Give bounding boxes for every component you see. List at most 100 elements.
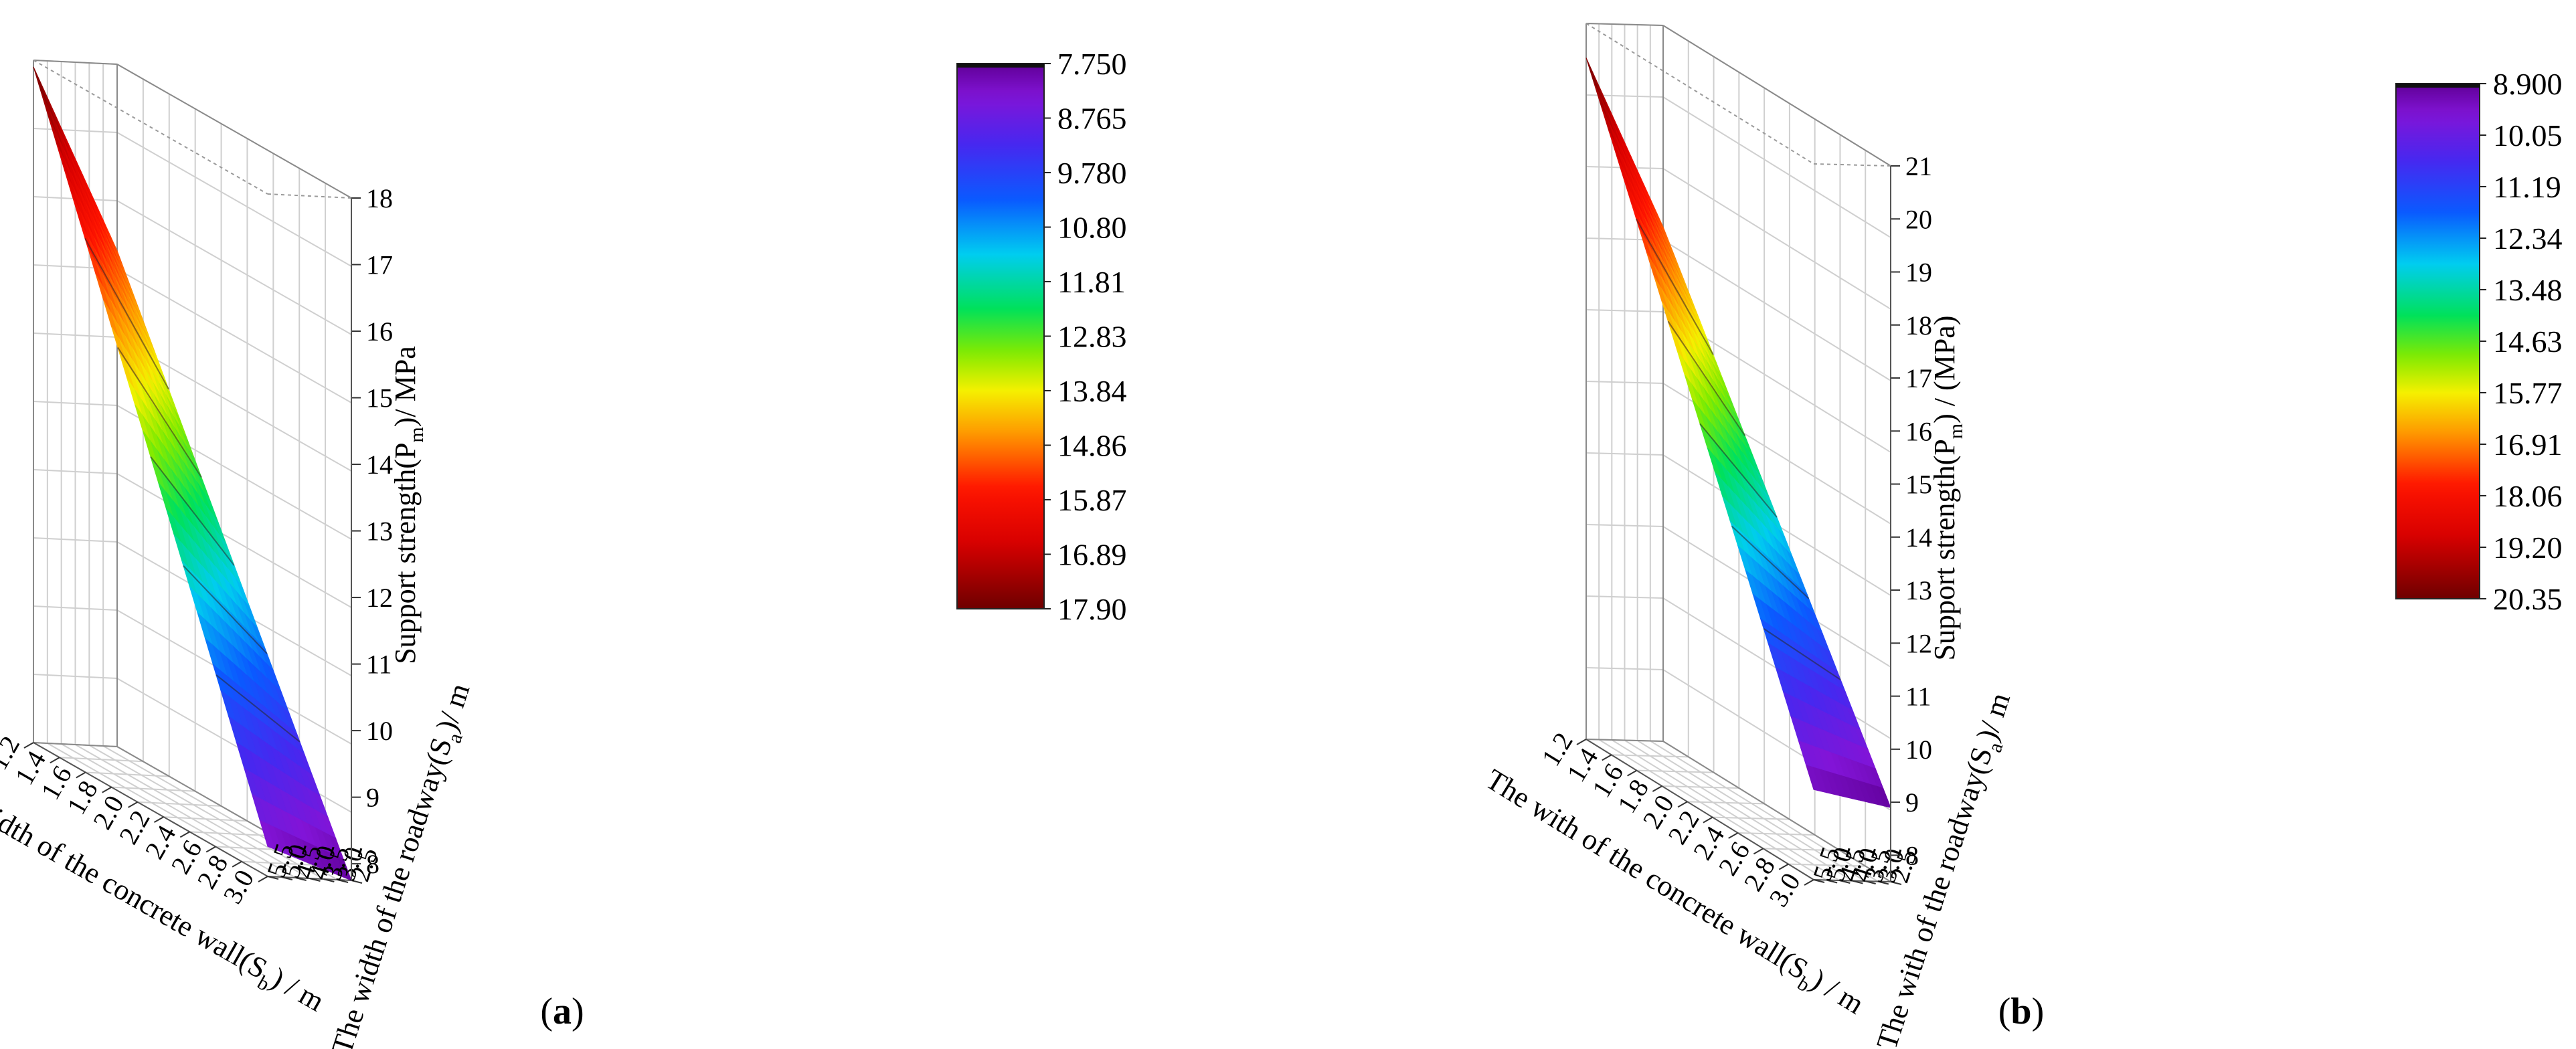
x-tick-mark: [153, 816, 164, 823]
colorbar: [2395, 83, 2480, 599]
z-tick-label: 13: [1905, 575, 1932, 605]
contour-line: [1699, 423, 1778, 518]
box-edge: [33, 742, 118, 747]
panel-label-letter: a: [553, 991, 572, 1032]
z-tick-label: 12: [1905, 628, 1932, 658]
z-tick-label: 8: [366, 849, 379, 879]
z-tick-label: 16: [1905, 416, 1932, 446]
z-tick-label: 19: [1905, 258, 1932, 288]
z-axis-label-tail: )/ MPa: [389, 346, 422, 427]
z-axis-label-main: Support strength(P: [389, 443, 422, 664]
contour-line: [216, 674, 300, 743]
colorbar-label: 12.34: [2493, 221, 2563, 256]
colorbar-label: 14.86: [1057, 429, 1127, 463]
contour-line: [1763, 628, 1841, 680]
x-tick-mark: [1804, 879, 1814, 886]
y-tick-mark: [337, 879, 349, 883]
z-tick-label: 12: [366, 583, 393, 613]
z-tick-label: 11: [366, 650, 392, 680]
colorbar-label: 10.05: [2493, 118, 2563, 153]
colorbar-label: 19.20: [2493, 531, 2563, 565]
y-tick-mark: [1839, 880, 1851, 884]
y-axis-label-tail: )/ m: [1970, 689, 2016, 745]
wall-gridline: [33, 605, 352, 745]
colorbar-label: 10.80: [1057, 211, 1127, 245]
x-axis-line: [33, 742, 268, 877]
y-axis-label-main: The width of the roadway(S: [325, 734, 458, 1049]
panel-label: (a): [540, 991, 584, 1032]
z-axis-label-subscript: m: [1945, 423, 1967, 439]
floor-gridline: [75, 744, 310, 879]
colorbar-label: 20.35: [2493, 582, 2563, 616]
z-tick-label: 20: [1905, 204, 1932, 234]
floor-gridline: [61, 743, 296, 878]
contour-line: [117, 347, 202, 478]
floor-gridline: [1598, 739, 1827, 881]
z-tick-label: 14: [366, 450, 393, 480]
floor-gridline: [1611, 739, 1840, 881]
y-axis-label-tail: )/ m: [430, 680, 477, 736]
y-tick-mark: [281, 876, 293, 880]
panel-label-open: (: [1998, 991, 2011, 1032]
x-tick-mark: [1652, 785, 1662, 792]
colorbar-label: 15.77: [2493, 376, 2563, 410]
z-tick-label: 17: [366, 250, 393, 280]
z-tick-label: 9: [366, 783, 379, 813]
box-edge: [1662, 741, 1891, 882]
x-tick-mark: [232, 860, 242, 868]
colorbar-label: 8.900: [2493, 67, 2563, 101]
z-tick-label: 10: [1905, 735, 1932, 765]
y-tick-mark: [351, 880, 363, 884]
z-tick-label: 9: [1905, 787, 1919, 818]
panel-label-close: ): [2032, 991, 2045, 1032]
panel-label-letter: b: [2010, 991, 2031, 1032]
colorbar-label: 7.750: [1057, 47, 1127, 81]
y-tick-mark: [267, 876, 279, 880]
colorbar-label: 8.765: [1057, 102, 1127, 136]
colorbar-cap: [957, 64, 1044, 68]
floor-gridline: [88, 745, 324, 880]
x-axis-label-tail: ) / m: [265, 962, 329, 1018]
y-tick-mark: [1852, 880, 1863, 884]
x-tick-mark: [1627, 769, 1638, 777]
z-tick-label: 18: [1905, 310, 1932, 341]
colorbar-label: 18.06: [2493, 479, 2563, 513]
box-edge: [1585, 23, 1814, 165]
y-tick-mark: [323, 878, 335, 882]
x-tick-mark: [1778, 863, 1789, 870]
z-axis-label-main: Support strength(P: [1928, 439, 1961, 660]
x-tick-mark: [179, 831, 190, 838]
contour-line: [1731, 525, 1810, 599]
y-tick-mark: [295, 877, 307, 881]
x-tick-mark: [1753, 848, 1764, 855]
z-axis-label-subscript: m: [406, 427, 428, 442]
colorbar-label: 14.63: [2493, 324, 2563, 359]
z-axis-label: Support strength(Pm)/ MPa: [389, 346, 428, 664]
floor-gridline: [1637, 740, 1866, 882]
colorbar-label: 15.87: [1057, 483, 1127, 517]
chart-panel-b: 1.21.41.61.82.02.22.42.62.83.02.53.03.54…: [1480, 23, 2563, 1049]
x-tick-mark: [23, 742, 34, 749]
wall-gridline: [33, 264, 352, 403]
x-tick-mark: [128, 801, 139, 808]
box-edge: [267, 193, 352, 199]
contour-line: [183, 565, 268, 654]
x-tick-mark: [50, 757, 60, 764]
colorbar: [956, 63, 1045, 609]
x-tick-mark: [258, 876, 268, 882]
z-tick-label: 17: [1905, 363, 1932, 393]
colorbar-label: 17.90: [1057, 592, 1127, 626]
contour-line: [84, 237, 169, 390]
z-tick-label: 21: [1905, 151, 1932, 181]
x-axis-line: [1585, 739, 1814, 880]
z-tick-label: 10: [366, 716, 393, 746]
wall-gridline: [33, 332, 352, 472]
z-tick-label: 16: [366, 316, 393, 347]
surface: [33, 66, 352, 881]
x-tick-mark: [102, 786, 112, 793]
x-tick-mark: [1602, 754, 1612, 761]
x-tick-mark: [76, 771, 86, 779]
floor-gridline: [1650, 740, 1879, 882]
surface-cell: [1585, 58, 1601, 96]
x-tick-mark: [1677, 801, 1688, 808]
